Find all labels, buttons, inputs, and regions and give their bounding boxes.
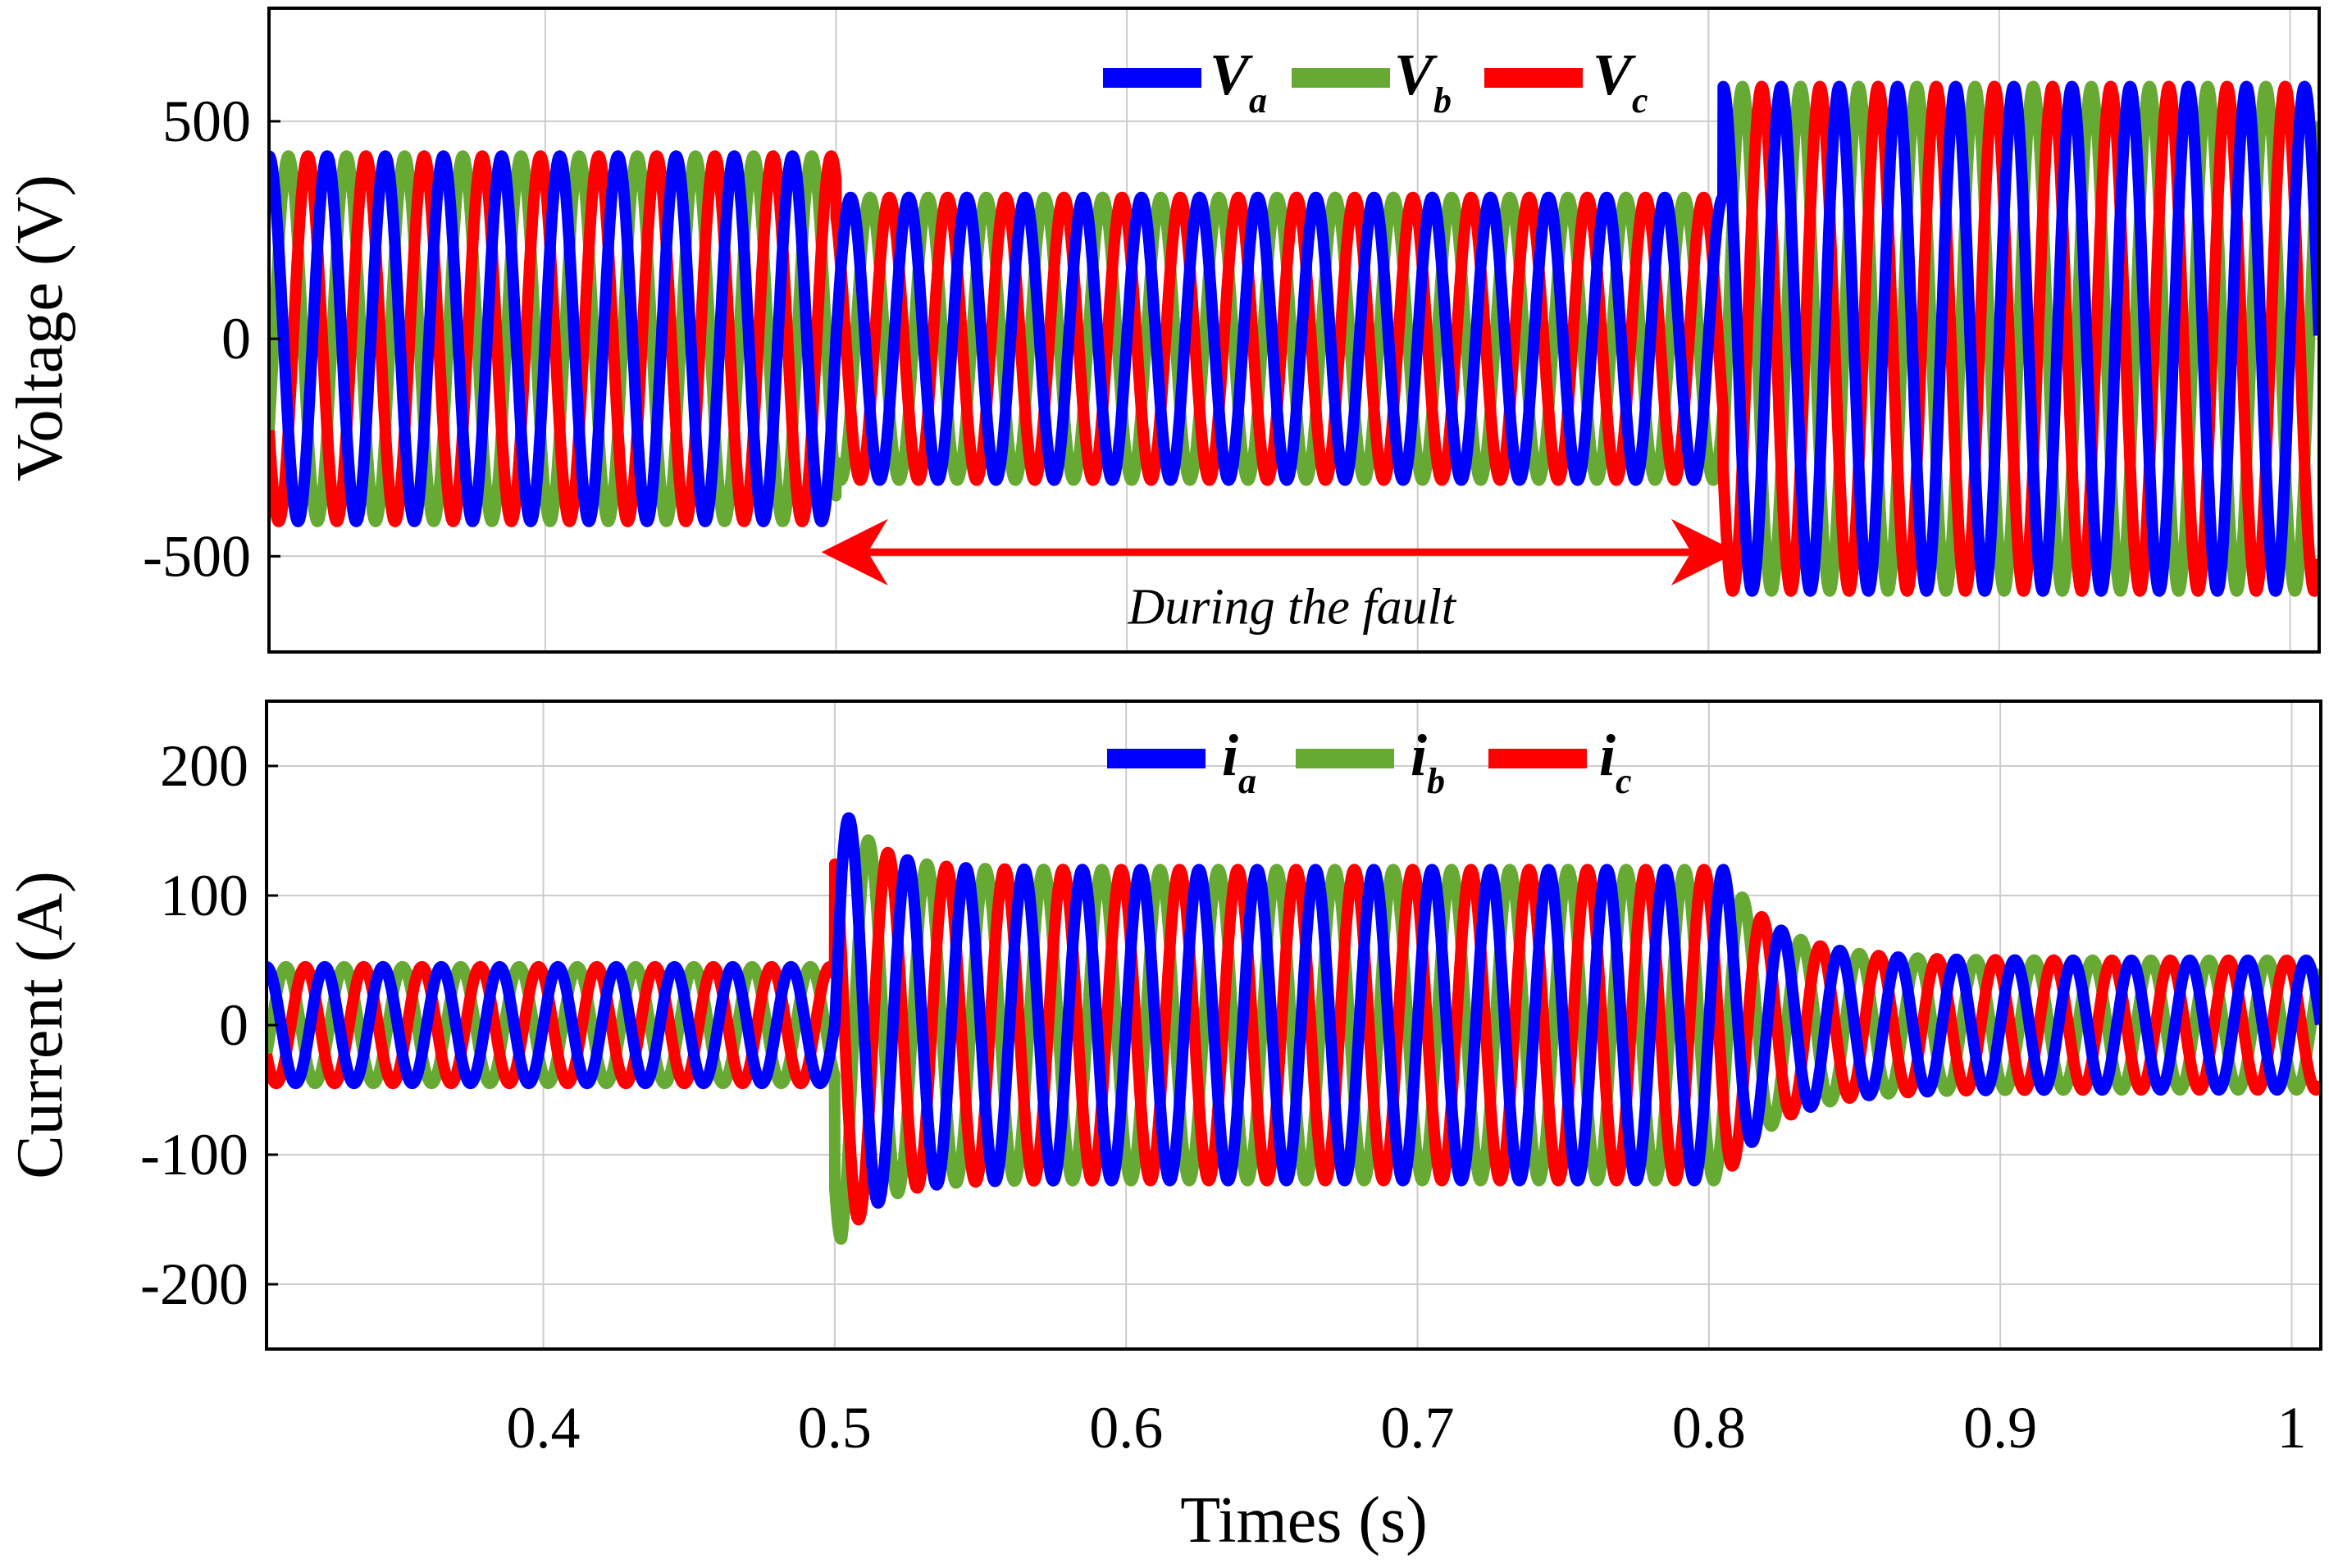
legend-label-vc: Vc [1593,42,1648,121]
legend-label-ia: ia [1222,722,1256,801]
legend-label-ib: ib [1411,722,1445,801]
fault-annotation-text: During the fault [1127,579,1456,635]
voltage-axes-frame [267,7,2321,654]
current-y-axis-label: Current (A) [4,871,76,1178]
legend-label-vb: Vb [1394,42,1452,121]
current-y-tick-label: 200 [160,733,248,799]
current-phase-a-line [267,812,2321,1209]
voltage-y-tick-label: -500 [143,523,251,589]
current-panel: 200 100 0 -100 -200 0.4 0.5 0.6 0.7 0.8 0.9 1 Curr… [4,700,2322,1557]
voltage-y-axis-label: Voltage (V) [4,175,76,481]
current-legend: ia ib ic [1107,722,1632,801]
legend-label-ic: ic [1599,722,1632,801]
x-tick-label: 0.6 [1089,1395,1163,1461]
x-tick-label: 0.9 [1963,1395,2037,1461]
x-axis-label: Times (s) [1180,1484,1428,1557]
current-y-tick-label: 0 [219,992,248,1058]
x-tick-label: 0.5 [798,1395,872,1461]
current-y-tick-label: -100 [140,1122,248,1187]
voltage-phase-a-line [269,80,2319,597]
legend-label-va: Va [1210,42,1267,121]
voltage-y-ticks: 500 0 -500 [143,89,280,589]
voltage-series [269,80,2319,597]
current-x-ticks: 0.4 0.5 0.6 0.7 0.8 0.9 1 [507,1395,2307,1461]
current-series [267,812,2321,1245]
x-tick-label: 0.8 [1672,1395,1746,1461]
x-tick-label: 1 [2277,1395,2306,1461]
current-y-tick-label: -200 [140,1251,248,1317]
x-tick-label: 0.4 [507,1395,581,1461]
voltage-legend: Va Vb Vc [1103,42,1648,121]
voltage-panel: 500 0 -500 Voltage (V) Va Vb Vc During the… [4,7,2321,654]
voltage-y-tick-label: 500 [162,89,251,154]
current-y-tick-label: 100 [160,863,248,928]
x-tick-label: 0.7 [1381,1395,1455,1461]
current-y-ticks: 200 100 0 -100 -200 [140,733,278,1317]
voltage-y-tick-label: 0 [221,306,251,371]
